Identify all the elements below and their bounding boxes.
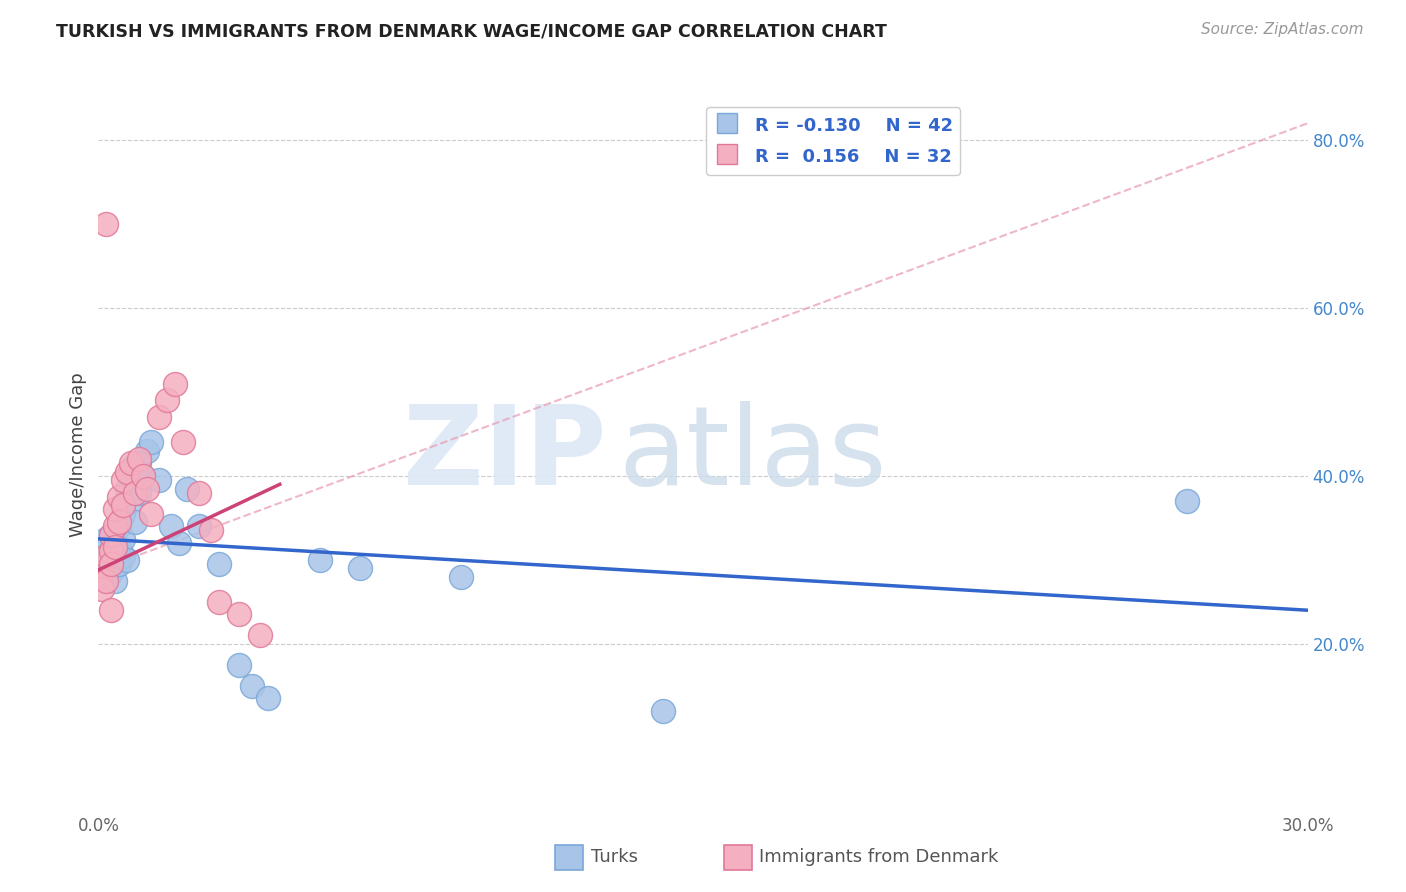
Point: [91, 569, 114, 583]
Point: [107, 490, 129, 504]
Point: [100, 557, 122, 571]
Point: [200, 524, 222, 538]
Point: [120, 456, 142, 470]
Point: [256, 691, 278, 706]
Point: [91, 549, 114, 563]
Point: [115, 482, 138, 496]
Point: [115, 465, 138, 479]
Point: [103, 519, 125, 533]
Point: [309, 553, 332, 567]
Point: [167, 536, 190, 550]
Point: [139, 507, 162, 521]
Point: [228, 657, 250, 672]
Point: [160, 519, 183, 533]
Point: [100, 566, 122, 580]
Point: [100, 527, 122, 541]
Point: [120, 494, 142, 508]
Point: [148, 410, 170, 425]
Point: [103, 549, 125, 563]
Point: [240, 679, 263, 693]
Point: [96, 217, 118, 231]
Point: [100, 603, 122, 617]
Point: [107, 519, 129, 533]
Point: [91, 582, 114, 597]
Point: [111, 473, 134, 487]
Point: [139, 435, 162, 450]
Point: [100, 557, 122, 571]
Point: [111, 549, 134, 563]
Point: [120, 460, 142, 475]
Point: [132, 469, 155, 483]
Text: Source: ZipAtlas.com: Source: ZipAtlas.com: [1201, 22, 1364, 37]
Point: [132, 469, 155, 483]
Point: [107, 515, 129, 529]
Point: [96, 541, 118, 555]
Point: [111, 507, 134, 521]
Point: [124, 485, 146, 500]
Point: [156, 393, 179, 408]
Point: [135, 443, 157, 458]
Point: [128, 456, 150, 470]
Point: [115, 553, 138, 567]
Text: ZIP: ZIP: [404, 401, 606, 508]
Legend: R = -0.130    N = 42, R =  0.156    N = 32: R = -0.130 N = 42, R = 0.156 N = 32: [706, 107, 960, 175]
Point: [100, 544, 122, 558]
Point: [172, 435, 194, 450]
Point: [100, 527, 122, 541]
Text: Immigrants from Denmark: Immigrants from Denmark: [759, 848, 998, 866]
Point: [148, 473, 170, 487]
Point: [111, 498, 134, 512]
Point: [107, 557, 129, 571]
Point: [228, 607, 250, 622]
Text: atlas: atlas: [619, 401, 887, 508]
Point: [103, 574, 125, 588]
Point: [188, 485, 211, 500]
Point: [103, 502, 125, 516]
Point: [103, 536, 125, 550]
Point: [103, 541, 125, 555]
Point: [1175, 494, 1198, 508]
Point: [96, 557, 118, 571]
Point: [124, 515, 146, 529]
Text: Turks: Turks: [591, 848, 637, 866]
Point: [96, 574, 118, 588]
Point: [135, 482, 157, 496]
Point: [651, 704, 673, 718]
Point: [100, 544, 122, 558]
Point: [450, 569, 472, 583]
Point: [111, 532, 134, 546]
Point: [91, 566, 114, 580]
Point: [208, 595, 231, 609]
Point: [96, 532, 118, 546]
Point: [163, 376, 186, 391]
Point: [128, 452, 150, 467]
Point: [107, 541, 129, 555]
Point: [249, 628, 271, 642]
Point: [208, 557, 231, 571]
Point: [176, 482, 198, 496]
Point: [349, 561, 371, 575]
Text: TURKISH VS IMMIGRANTS FROM DENMARK WAGE/INCOME GAP CORRELATION CHART: TURKISH VS IMMIGRANTS FROM DENMARK WAGE/…: [56, 22, 887, 40]
Point: [96, 549, 118, 563]
Point: [188, 519, 211, 533]
Point: [128, 485, 150, 500]
Y-axis label: Wage/Income Gap: Wage/Income Gap: [69, 373, 87, 537]
